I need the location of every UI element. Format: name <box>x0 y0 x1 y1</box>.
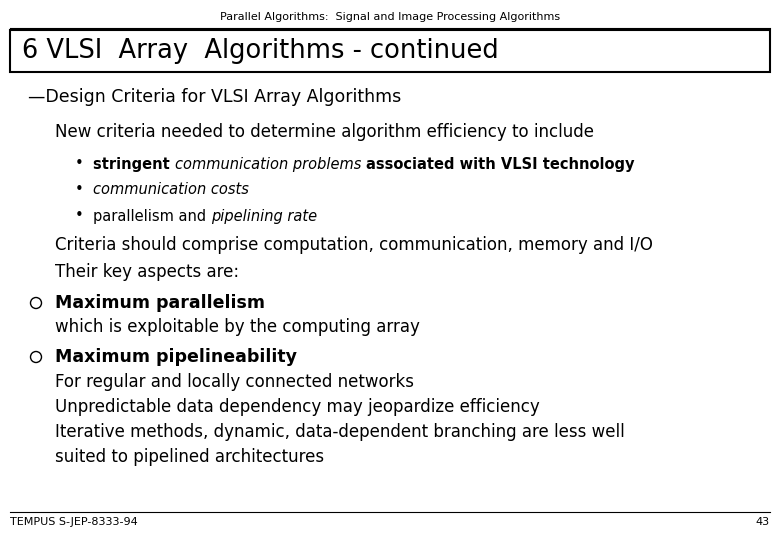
Text: Their key aspects are:: Their key aspects are: <box>55 263 239 281</box>
Text: Parallel Algorithms:  Signal and Image Processing Algorithms: Parallel Algorithms: Signal and Image Pr… <box>220 12 560 22</box>
Text: •: • <box>75 183 93 198</box>
Text: associated with VLSI technology: associated with VLSI technology <box>366 157 634 172</box>
Text: which is exploitable by the computing array: which is exploitable by the computing ar… <box>55 318 420 336</box>
Text: 6 VLSI  Array  Algorithms - continued: 6 VLSI Array Algorithms - continued <box>22 38 498 64</box>
Text: pipelining rate: pipelining rate <box>211 208 317 224</box>
Text: TEMPUS S-JEP-8333-94: TEMPUS S-JEP-8333-94 <box>10 517 138 527</box>
Text: For regular and locally connected networks: For regular and locally connected networ… <box>55 373 414 391</box>
Text: suited to pipelined architectures: suited to pipelined architectures <box>55 448 324 466</box>
Text: •: • <box>75 157 93 172</box>
Text: Maximum parallelism: Maximum parallelism <box>55 294 265 312</box>
Text: Unpredictable data dependency may jeopardize efficiency: Unpredictable data dependency may jeopar… <box>55 398 540 416</box>
FancyBboxPatch shape <box>10 30 770 72</box>
Text: New criteria needed to determine algorithm efficiency to include: New criteria needed to determine algorit… <box>55 123 594 141</box>
Text: —Design Criteria for VLSI Array Algorithms: —Design Criteria for VLSI Array Algorith… <box>28 88 401 106</box>
Text: Maximum pipelineability: Maximum pipelineability <box>55 348 297 366</box>
Text: communication costs: communication costs <box>93 183 249 198</box>
Text: communication problems: communication problems <box>175 157 366 172</box>
Text: Iterative methods, dynamic, data-dependent branching are less well: Iterative methods, dynamic, data-depende… <box>55 423 625 441</box>
Text: •: • <box>75 208 93 224</box>
Text: parallelism and: parallelism and <box>93 208 211 224</box>
Text: Criteria should comprise computation, communication, memory and I/O: Criteria should comprise computation, co… <box>55 236 653 254</box>
Text: stringent: stringent <box>93 157 175 172</box>
Text: 43: 43 <box>756 517 770 527</box>
